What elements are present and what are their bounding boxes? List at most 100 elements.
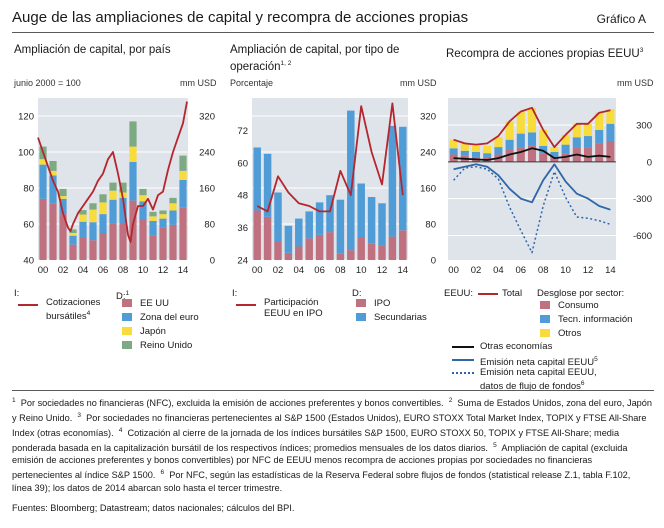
bar-ee-uu-2014 xyxy=(179,207,187,260)
line-emisi-n-neta-capital-eeuu-datos-de-flujo-de-fondos xyxy=(453,165,611,254)
panel2-right-unit: mm USD xyxy=(400,78,437,88)
bar-secundarias-2007 xyxy=(326,195,334,233)
bar-consumo-2012 xyxy=(583,147,593,162)
y-right-tick-label: 80 xyxy=(425,220,436,231)
bar-tecn-informaci-n-2004 xyxy=(494,147,503,155)
y-right-tick-label: 0 xyxy=(210,256,215,267)
bar-secundarias-2001 xyxy=(263,153,272,217)
bar-otros-2014 xyxy=(606,109,615,124)
y-right-tick-label: 300 xyxy=(636,121,652,132)
bar-tecn-informaci-n-2007 xyxy=(527,132,537,146)
bar-jap-n-2010 xyxy=(139,195,147,202)
legend-label-ipo-share: Participación EEUU en IPO xyxy=(264,297,323,319)
bar-reino-unido-2005 xyxy=(89,203,97,210)
bar-ee-uu-2002 xyxy=(59,214,67,260)
bar-ee-uu-2000 xyxy=(39,198,47,260)
bar-secundarias-2008 xyxy=(336,199,345,254)
y-left-tick-label: 100 xyxy=(18,148,34,159)
panel1-title: Ampliación de capital, por país xyxy=(14,44,171,56)
footnote-2: Suma de Estados Unidos, zona del euro, J… xyxy=(12,398,653,423)
legend-label-stock-prices: Cotizaciones bursátiles4 xyxy=(46,297,101,323)
bar-reino-unido-2014 xyxy=(179,155,187,171)
bar-reino-unido-2006 xyxy=(99,194,107,203)
bar-jap-n-2003 xyxy=(69,233,77,236)
footnote-1: Por sociedades no financieras (NFC), exc… xyxy=(20,398,444,409)
bar-ipo-2003 xyxy=(284,252,293,260)
panel1-right-unit: mm USD xyxy=(180,78,217,88)
bar-ee-uu-2005 xyxy=(89,240,97,260)
bar-jap-n-2009 xyxy=(129,146,137,162)
x-tick-label: 12 xyxy=(377,265,388,276)
bar-tecn-informaci-n-2013 xyxy=(595,129,604,144)
bar-consumo-2013 xyxy=(595,143,604,162)
bar-ipo-2012 xyxy=(378,245,386,260)
bar-tecn-informaci-n-2008 xyxy=(539,145,548,154)
legend-swatch-otras-economias xyxy=(452,346,474,348)
bar-ipo-2013 xyxy=(388,236,397,260)
bar-reino-unido-2008 xyxy=(119,182,127,193)
bar-otros-2005 xyxy=(505,121,514,140)
bar-reino-unido-2007 xyxy=(109,182,117,191)
y-right-tick-label: 240 xyxy=(420,148,436,159)
bar-consumo-2006 xyxy=(516,147,525,162)
y-left-tick-label: 48 xyxy=(237,191,248,202)
footnote-rule xyxy=(12,390,654,391)
legend-swatch-emision xyxy=(452,359,474,361)
panel2-title: Ampliación de capital, por tipo de opera… xyxy=(230,44,400,73)
y-left-tick-label: 72 xyxy=(237,126,248,137)
bar-reino-unido-2003 xyxy=(69,229,77,233)
bar-secundarias-2005 xyxy=(305,211,313,239)
bar-reino-unido-2002 xyxy=(59,188,67,197)
footnote-4: Cotización al cierre de la jornada de lo… xyxy=(12,427,620,453)
x-tick-label: 04 xyxy=(294,265,305,276)
bar-secundarias-2009 xyxy=(347,110,355,251)
line-emisi-n-neta-capital-eeuu xyxy=(453,163,611,211)
bar-ee-uu-2008 xyxy=(119,224,127,260)
legend-label-japon: Japón xyxy=(140,326,166,337)
x-tick-label: 00 xyxy=(38,265,49,276)
bar-ee-uu-2010 xyxy=(139,219,147,260)
bar-ipo-2001 xyxy=(263,216,272,260)
bar-jap-n-2005 xyxy=(89,209,97,223)
figure-label: Gráfico A xyxy=(596,12,646,26)
bar-otros-2001 xyxy=(460,143,469,151)
bar-secundarias-2000 xyxy=(253,147,261,211)
bar-secundarias-2014 xyxy=(399,126,407,231)
bar-secundarias-2006 xyxy=(315,202,324,235)
bar-jap-n-2001 xyxy=(49,170,57,176)
legend-label-ru: Reino Unido xyxy=(140,340,193,351)
bar-ipo-2010 xyxy=(357,237,365,260)
bar-consumo-2007 xyxy=(527,145,537,162)
x-tick-label: 08 xyxy=(538,265,549,276)
bar-ipo-2014 xyxy=(399,230,407,260)
chart-panel-capital-by-type: 00 02 04 06 08 10 12 14 24 36 48 60 72 0 80 160 240 320 xyxy=(237,98,436,276)
x-tick-label: 14 xyxy=(178,265,189,276)
legend-swatch-ipo-share-line xyxy=(236,304,256,306)
bar-tecn-informaci-n-2006 xyxy=(516,133,525,148)
y-right-tick-label: 160 xyxy=(420,184,436,195)
x-tick-label: 02 xyxy=(58,265,69,276)
bar-ipo-2002 xyxy=(274,242,282,260)
bar-zona-del-euro-2008 xyxy=(119,197,127,224)
bar-tecn-informaci-n-2001 xyxy=(460,150,469,156)
bar-jap-n-2002 xyxy=(59,196,67,199)
x-tick-label: 06 xyxy=(516,265,527,276)
bar-secundarias-2011 xyxy=(367,197,376,244)
bar-jap-n-2000 xyxy=(39,159,47,165)
legend-label-secundarias: Secundarias xyxy=(374,312,427,323)
footnote-3: Por sociedades no financieras pertenecie… xyxy=(12,412,647,438)
line-otras-econom-as xyxy=(453,147,611,161)
bar-zona-del-euro-2007 xyxy=(109,199,117,224)
legend-label-otras-economias: Otras economías xyxy=(480,341,553,352)
panel2-legend-right-header: D: xyxy=(352,288,362,299)
bar-tecn-informaci-n-2014 xyxy=(606,123,615,141)
bar-zona-del-euro-2009 xyxy=(129,161,137,201)
legend-label-otros: Otros xyxy=(558,328,582,339)
bar-jap-n-2007 xyxy=(109,190,117,200)
bar-reino-unido-2010 xyxy=(139,188,147,196)
footnote-5: Ampliación de capital (excluida emisión … xyxy=(12,442,628,481)
bar-otros-2009 xyxy=(550,147,559,152)
bar-jap-n-2006 xyxy=(99,202,107,215)
bar-reino-unido-2001 xyxy=(49,161,57,171)
bar-zona-del-euro-2001 xyxy=(49,175,57,204)
